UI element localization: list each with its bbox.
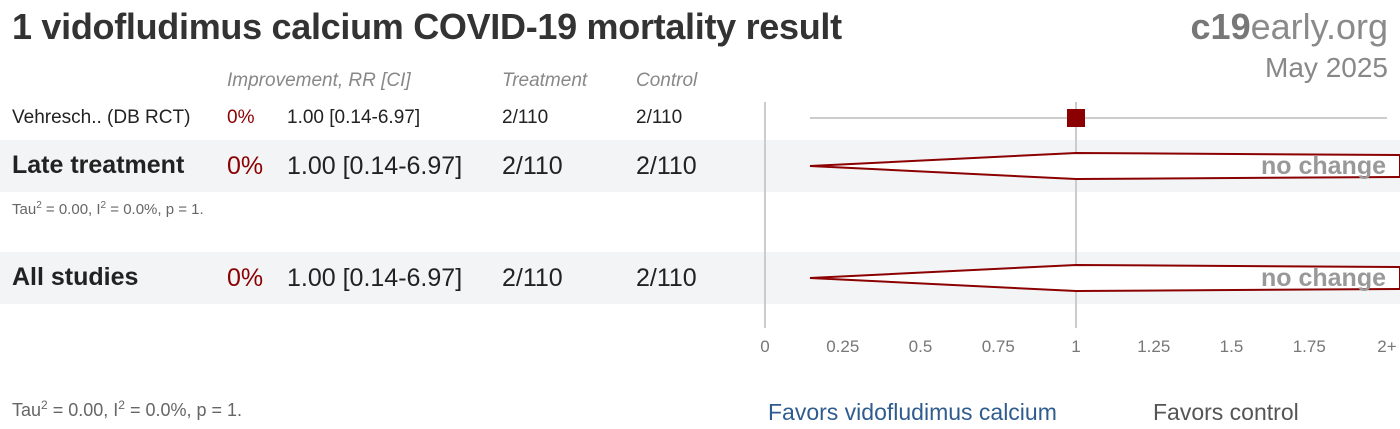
x-tick-label: 1.25 bbox=[1137, 337, 1170, 356]
x-tick-label: 0.5 bbox=[909, 337, 933, 356]
late-treatment-no-change-label: no change bbox=[1260, 152, 1386, 180]
brand-rest: early.org bbox=[1250, 6, 1388, 47]
x-tick-label: 1.75 bbox=[1293, 337, 1326, 356]
x-tick-label: 0 bbox=[760, 337, 769, 356]
study-marker bbox=[1067, 109, 1085, 127]
col-header-treatment: Treatment bbox=[502, 70, 588, 91]
all-studies-rr-ci: 1.00 [0.14-6.97] bbox=[287, 264, 463, 292]
late-treatment-stats: Tau2 = 0.00, I2 = 0.0%, p = 1. bbox=[12, 200, 204, 218]
brand-bold: c19 bbox=[1190, 6, 1251, 47]
study-rr-ci: 1.00 [0.14-6.97] bbox=[287, 107, 421, 128]
all-studies-improvement: 0% bbox=[227, 264, 264, 292]
late-treatment-diamond bbox=[809, 151, 1400, 181]
all-studies-name: All studies bbox=[12, 263, 139, 291]
late-treatment-treatment: 2/110 bbox=[502, 152, 563, 180]
x-tick-label: 1 bbox=[1071, 337, 1080, 356]
x-tick-label: 2+ bbox=[1377, 337, 1396, 356]
favors-control-label: Favors control bbox=[1153, 399, 1299, 425]
chart-title: 1 vidofludimus calcium COVID-19 mortalit… bbox=[12, 6, 842, 47]
all-studies-treatment: 2/110 bbox=[502, 264, 563, 292]
x-tick-label: 0.75 bbox=[982, 337, 1015, 356]
col-header-improvement: Improvement, RR [CI] bbox=[227, 70, 411, 91]
all-studies-control: 2/110 bbox=[636, 264, 697, 292]
x-tick-label: 1.5 bbox=[1220, 337, 1244, 356]
col-header-control: Control bbox=[636, 70, 698, 91]
x-tick-label: 0.25 bbox=[826, 337, 859, 356]
brand-logo-text[interactable]: c19early.org bbox=[1191, 6, 1388, 48]
all-studies-diamond bbox=[809, 263, 1400, 293]
study-treatment: 2/110 bbox=[502, 107, 549, 128]
late-treatment-rr-ci: 1.00 [0.14-6.97] bbox=[287, 152, 463, 180]
date-label: May 2025 bbox=[1265, 52, 1388, 83]
study-control: 2/110 bbox=[636, 107, 683, 128]
late-treatment-improvement: 0% bbox=[227, 152, 264, 180]
all-studies-no-change-label: no change bbox=[1260, 264, 1386, 292]
study-name[interactable]: Vehresch.. (DB RCT) bbox=[12, 107, 191, 128]
late-treatment-name: Late treatment bbox=[12, 151, 185, 179]
all-studies-stats: Tau2 = 0.00, I2 = 0.0%, p = 1. bbox=[12, 398, 243, 420]
favors-treatment-label: Favors vidofludimus calcium bbox=[768, 399, 1057, 425]
study-improvement: 0% bbox=[227, 107, 255, 128]
late-treatment-control: 2/110 bbox=[636, 152, 697, 180]
